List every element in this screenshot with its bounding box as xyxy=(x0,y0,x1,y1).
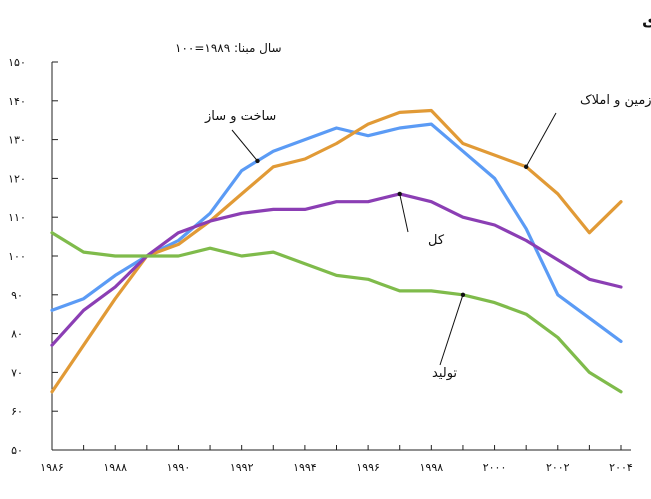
x-tick-label: ۲۰۰۲ xyxy=(546,461,570,474)
tick-labels: ۵۰ ۶۰ ۷۰ ۸۰ ۹۰ ۱۰۰ ۱۱۰ ۱۲۰ ۱۳۰ ۱۴۰ ۱۵۰ ۱۹۸۶ ۱۹۸۸ ۱۹۹۰… xyxy=(8,56,633,474)
annotation-label: زمین و املاک xyxy=(580,93,651,108)
annotation-label: کل xyxy=(428,233,445,248)
x-tick-label: ۲۰۰۰ xyxy=(483,461,507,474)
x-tick-label: ۱۹۸۶ xyxy=(40,461,64,474)
annotation-dot xyxy=(255,158,260,164)
y-tick-label: ۱۳۰ xyxy=(8,134,26,147)
annotation-leader xyxy=(399,193,409,233)
series-line-0 xyxy=(50,122,623,343)
axes xyxy=(51,61,631,451)
annotation-leader xyxy=(231,129,258,162)
annotation-dot xyxy=(523,164,529,169)
x-tick-label: ۲۰۰۴ xyxy=(609,461,633,474)
series-line-3 xyxy=(50,231,623,394)
annotation-labels: ساخت و ساز زمین و املاک کل تولید xyxy=(204,93,651,381)
title-group: نمودار ۲. تسهیلات بانکی در ژاپن به تفکیک… xyxy=(175,11,651,55)
chart-title: نمودار ۲. تسهیلات بانکی در ژاپن به تفکیک… xyxy=(642,11,651,31)
annotation-leader xyxy=(439,294,464,366)
annotation-label: ساخت و ساز xyxy=(204,109,276,124)
y-tick-label: ۹۰ xyxy=(11,289,23,302)
y-tick-label: ۶۰ xyxy=(11,405,23,418)
x-tick-label: ۱۹۹۲ xyxy=(230,461,254,474)
x-tick-label: ۱۹۹۸ xyxy=(420,461,444,474)
y-tick-label: ۱۱۰ xyxy=(8,211,26,224)
annotation-dot xyxy=(460,292,466,297)
x-tick-label: ۱۹۹۶ xyxy=(356,461,380,474)
y-tick-label: ۷۰ xyxy=(11,366,23,379)
x-tick-label: ۱۹۹۰ xyxy=(167,461,191,474)
y-tick-label: ۱۴۰ xyxy=(8,95,26,108)
y-tick-label: ۸۰ xyxy=(11,328,23,341)
annotation-leader xyxy=(525,112,557,168)
series-lines xyxy=(50,108,623,394)
base-year-note: سال مبنا: ۱۹۸۹=۱۰۰ xyxy=(175,41,282,55)
y-tick-label: ۱۲۰ xyxy=(8,172,26,185)
y-tick-label: ۱۵۰ xyxy=(8,56,26,69)
y-tick-label: ۵۰ xyxy=(11,444,23,457)
x-tick-label: ۱۹۸۸ xyxy=(103,461,127,474)
annotation-label: تولید xyxy=(432,366,457,381)
x-tick-label: ۱۹۹۴ xyxy=(293,461,317,474)
annotation-dot xyxy=(397,191,402,197)
annotation-leaders xyxy=(231,112,557,366)
y-tick-label: ۱۰۰ xyxy=(8,250,26,263)
